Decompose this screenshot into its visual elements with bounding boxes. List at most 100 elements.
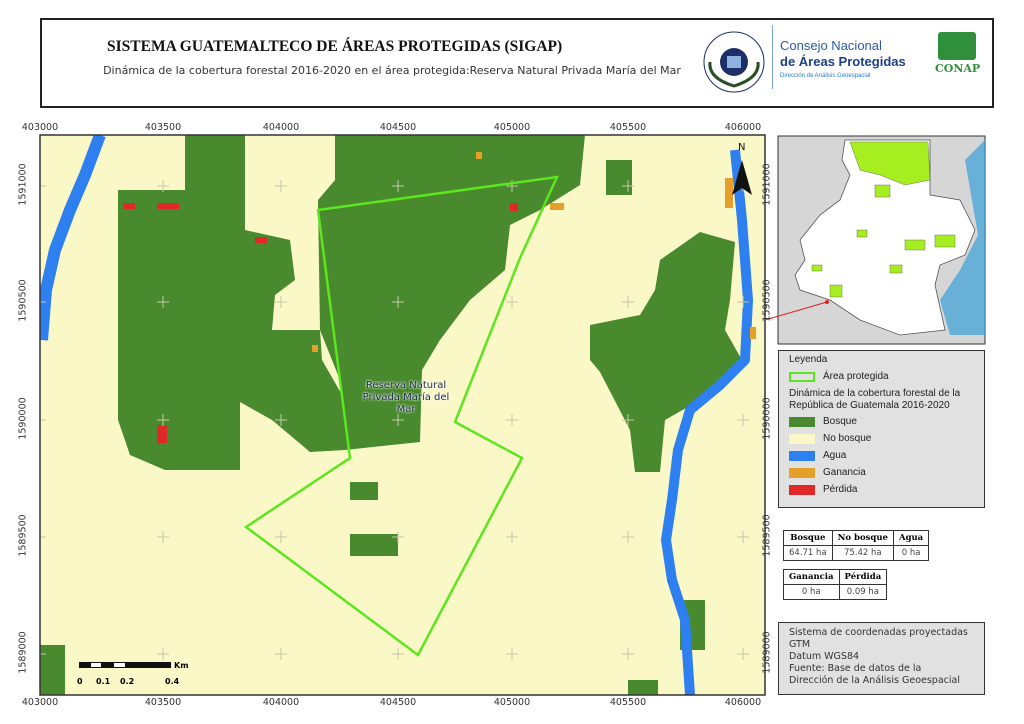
x-tick-label: 403000 — [21, 697, 59, 708]
value-bosque: 64.71 ha — [783, 545, 833, 561]
ganancia-pixel — [750, 327, 756, 339]
header-box: SISTEMA GUATEMALTECO DE ÁREAS PROTEGIDAS… — [40, 18, 994, 108]
ganancia-pixel — [550, 203, 564, 210]
protected-area-swatch — [789, 372, 815, 382]
protected-area-label: Reserva Natural Privada María del Mar — [362, 380, 450, 415]
value-no-bosque: 75.42 ha — [831, 545, 894, 561]
inset-map[interactable] — [764, 135, 986, 345]
forest-patch — [590, 232, 742, 472]
legend-label: Agua — [823, 450, 847, 461]
legend-item-agua: Agua — [789, 450, 846, 462]
forest-patch — [350, 482, 378, 500]
y-tick-label: 1589000 — [761, 631, 773, 674]
location-pointer — [764, 301, 828, 321]
protected-area-outline[interactable] — [243, 175, 560, 657]
header-no-bosque: No bosque — [831, 530, 894, 546]
value-agua: 0 ha — [892, 545, 930, 561]
forest-patch — [318, 135, 585, 450]
y-tick-label: 1589500 — [761, 514, 773, 557]
scale-label: 0.1 — [96, 677, 111, 686]
y-tick-label: 1589000 — [17, 631, 29, 674]
x-tick-label: 404500 — [379, 122, 417, 133]
info-line: Datum WGS84 — [789, 651, 860, 662]
logo-divider — [772, 25, 773, 89]
x-tick-label: 405500 — [609, 697, 647, 708]
x-tick-label: 403500 — [144, 122, 182, 133]
perdida-pixel — [157, 203, 179, 209]
header-agua: Agua — [892, 530, 930, 546]
conap-emblem-icon — [938, 32, 976, 60]
page-subtitle: Dinámica de la cobertura forestal 2016-2… — [103, 64, 681, 77]
header-perdida: Pérdida — [838, 569, 888, 585]
value-ganancia: 0 ha — [783, 584, 840, 600]
info-line: Sistema de coordenadas proyectadas — [789, 627, 968, 638]
header-ganancia: Ganancia — [783, 569, 840, 585]
forest-patch — [228, 265, 258, 310]
x-tick-label: 405000 — [493, 122, 531, 133]
north-arrow-icon — [732, 160, 752, 195]
scale-label: 0.2 — [120, 677, 135, 686]
legend-item-pérdida: Pérdida — [789, 484, 857, 496]
river — [661, 149, 753, 695]
legend-item-ganancia: Ganancia — [789, 467, 866, 479]
scale-unit: Km — [174, 661, 189, 670]
info-box: Sistema de coordenadas proyectadas GTM D… — [778, 622, 985, 695]
legend-label: Área protegida — [823, 371, 889, 382]
ganancia-pixel — [725, 178, 733, 208]
ganancia-pixel — [476, 152, 482, 159]
perdida-pixel — [123, 203, 135, 209]
conap-logo-text: CONAP — [935, 62, 981, 75]
legend-item-bosque: Bosque — [789, 416, 857, 428]
legend-label: Pérdida — [823, 484, 858, 495]
y-tick-label: 1590500 — [761, 279, 773, 322]
agua-areas — [40, 135, 753, 695]
guatemala-seal-logo — [703, 31, 765, 93]
y-tick-label: 1591000 — [17, 163, 29, 206]
perdida-pixel — [255, 237, 267, 243]
river — [40, 135, 106, 341]
legend-section-title: Dinámica de la cobertura forestal de la … — [789, 388, 961, 411]
value-perdida: 0.09 ha — [838, 584, 888, 600]
info-line: Fuente: Base de datos de la — [789, 663, 922, 674]
perdida-pixel — [510, 203, 518, 211]
change-pixels — [123, 152, 756, 443]
legend-swatch — [789, 434, 815, 444]
legend-protected-area: Área protegida — [789, 371, 889, 383]
north-label: N — [738, 142, 746, 153]
council-name-line3: Dirección de Análisis Geoespacial — [780, 73, 871, 79]
x-tick-label: 404000 — [262, 697, 300, 708]
x-tick-label: 404500 — [379, 697, 417, 708]
council-name-line2: de Áreas Protegidas — [780, 54, 906, 69]
x-tick-label: 406000 — [724, 697, 762, 708]
legend-swatch — [789, 451, 815, 461]
x-tick-label: 406000 — [724, 122, 762, 133]
map-frame — [39, 134, 766, 696]
page-title: SISTEMA GUATEMALTECO DE ÁREAS PROTEGIDAS… — [107, 38, 563, 55]
y-tick-label: 1590000 — [17, 397, 29, 440]
x-tick-label: 405500 — [609, 122, 647, 133]
legend-title: Leyenda — [789, 354, 828, 365]
legend-swatch — [789, 417, 815, 427]
info-line: Dirección de la Análisis Geoespacial — [789, 675, 960, 686]
legend-box: Leyenda Área protegida Dinámica de la co… — [778, 350, 985, 508]
forest-patch — [628, 680, 658, 695]
x-tick-label: 403000 — [21, 122, 59, 133]
y-tick-label: 1590000 — [761, 397, 773, 440]
council-name-line1: Consejo Nacional — [780, 38, 882, 53]
x-tick-label: 404000 — [262, 122, 300, 133]
y-tick-label: 1590500 — [17, 279, 29, 322]
perdida-pixel — [157, 425, 167, 443]
y-tick-label: 1589500 — [17, 514, 29, 557]
scale-bar — [79, 662, 171, 668]
info-line: GTM — [789, 639, 811, 650]
scale-label: 0.4 — [165, 677, 180, 686]
legend-swatch — [789, 485, 815, 495]
x-tick-label: 403500 — [144, 697, 182, 708]
y-tick-label: 1591000 — [761, 163, 773, 206]
stats-table-cover: Bosque No bosque Agua 64.71 ha 75.42 ha 0 ha — [783, 530, 930, 561]
legend-label: No bosque — [823, 433, 872, 444]
grid-crosses — [40, 180, 749, 660]
legend-item-no-bosque: No bosque — [789, 433, 871, 445]
